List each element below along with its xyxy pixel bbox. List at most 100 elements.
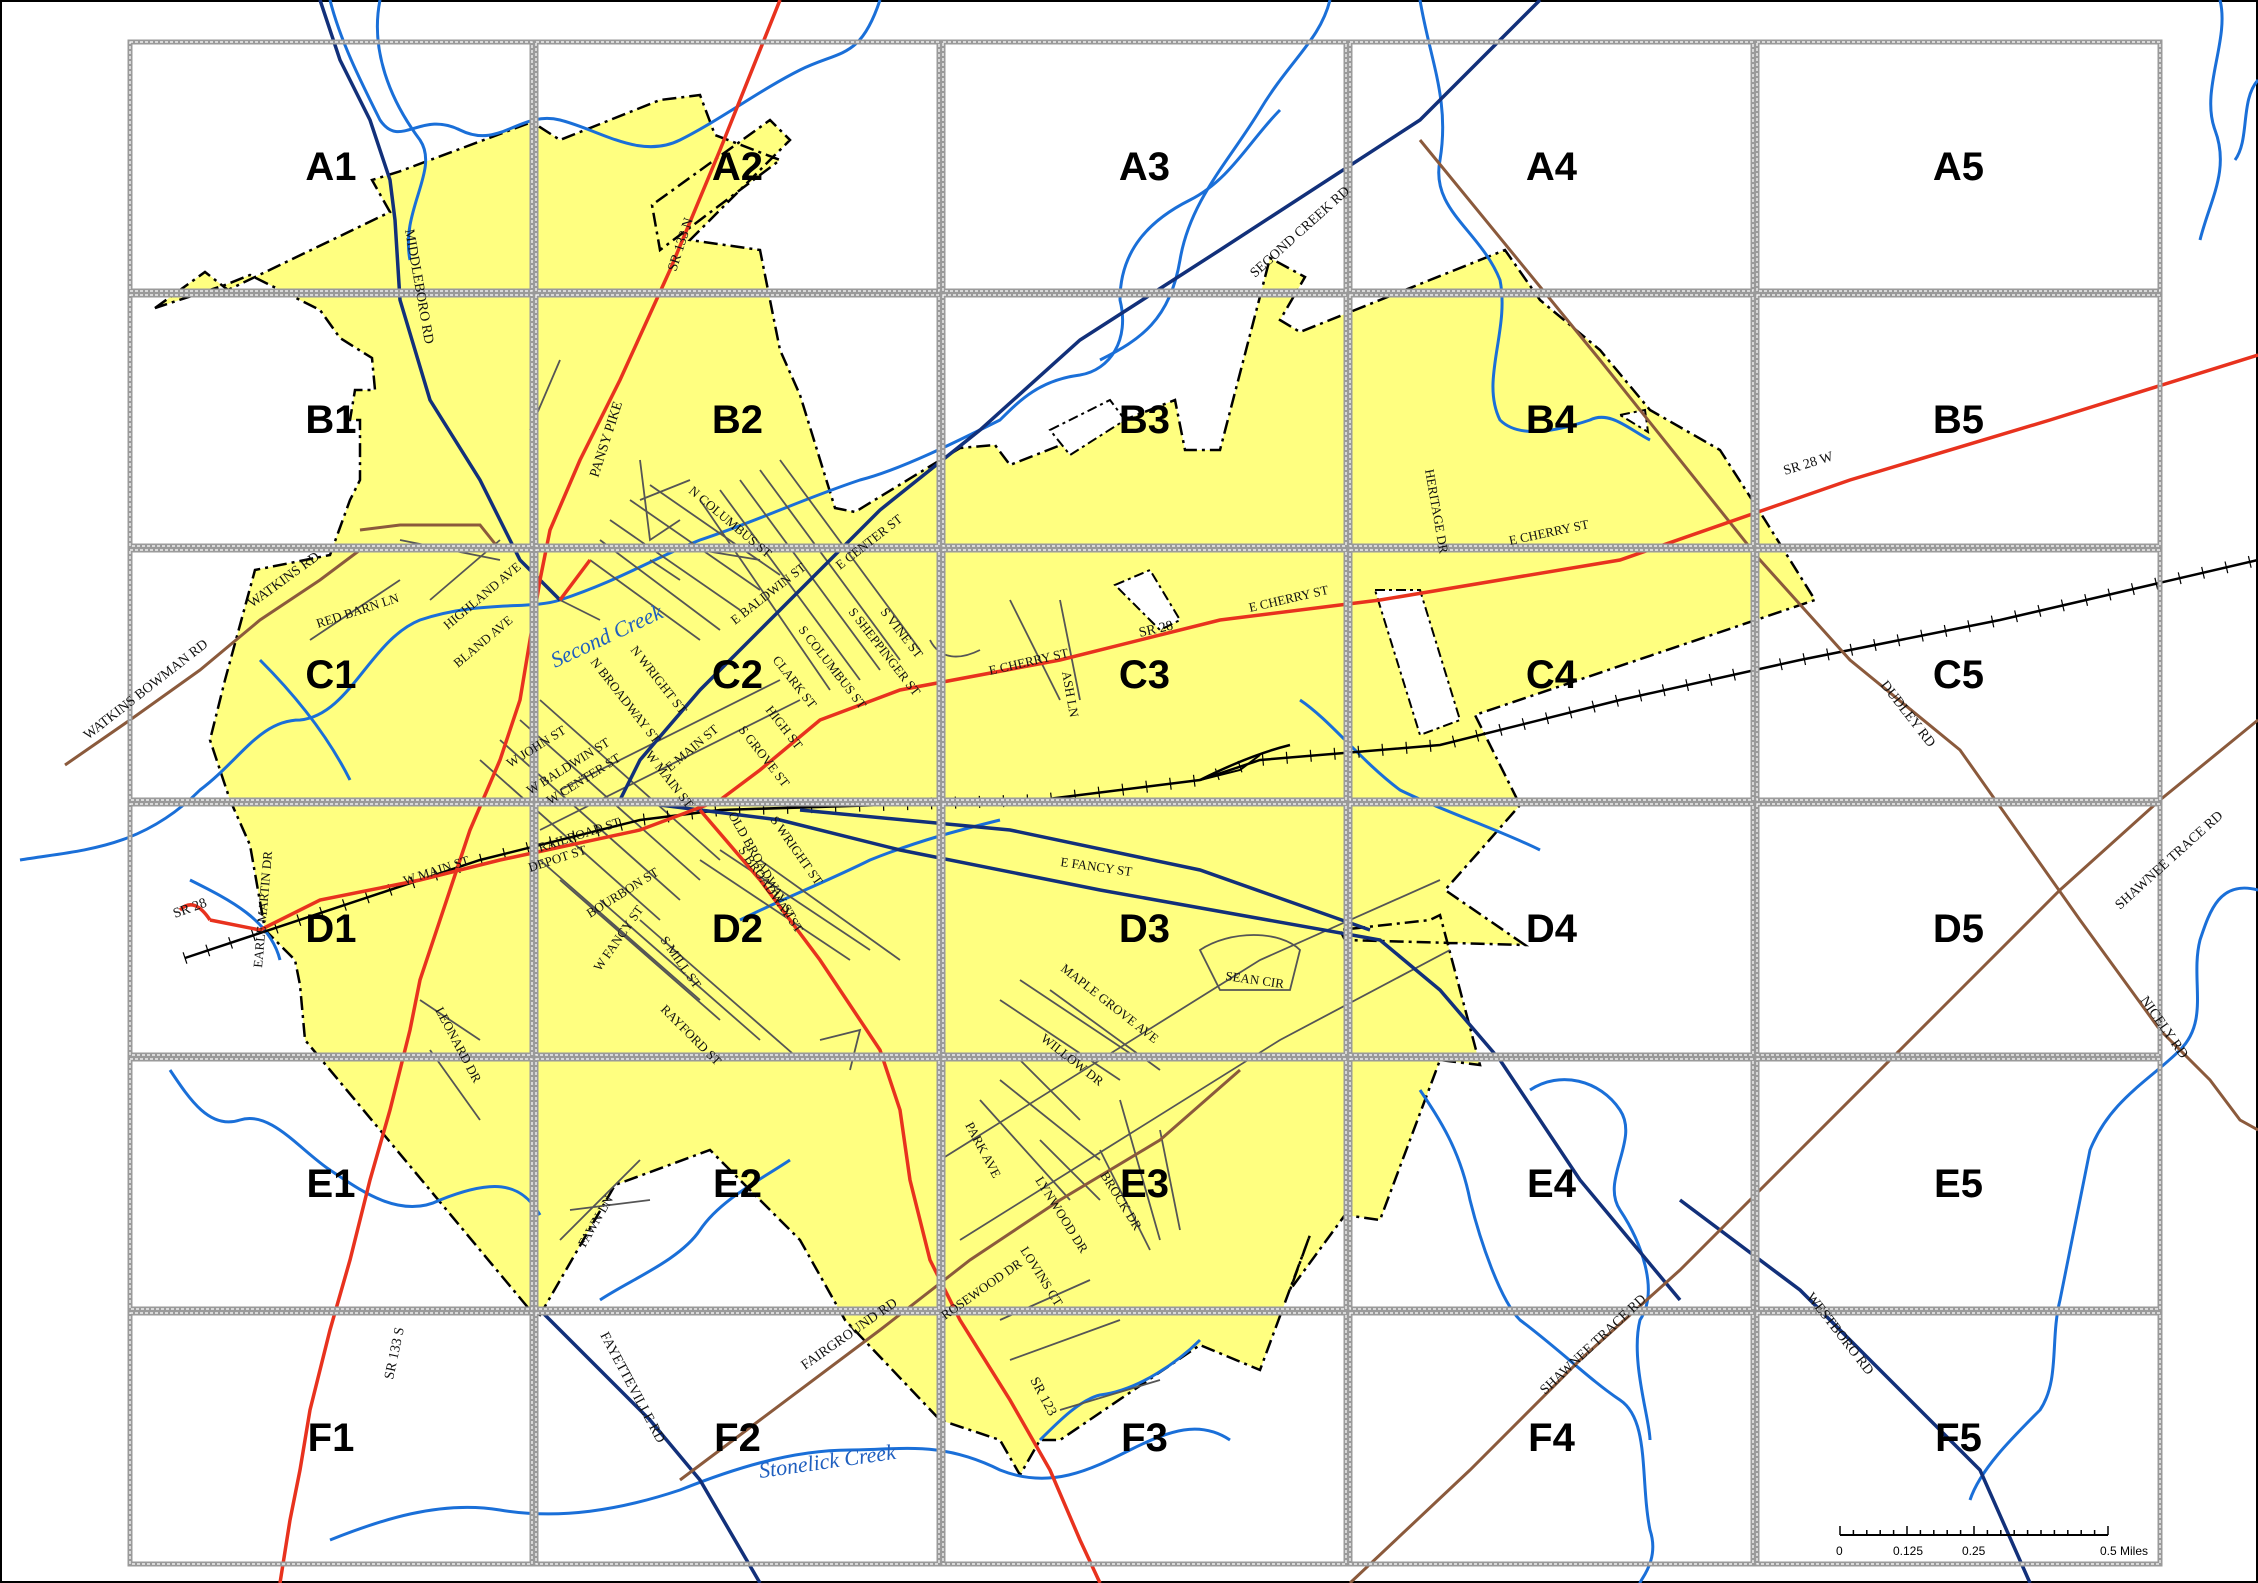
railroad-tie (1451, 735, 1456, 748)
railroad-tie (1873, 639, 1877, 652)
railroad-tie (2037, 604, 2042, 617)
route-sr28[interactable] (209, 353, 2258, 932)
railroad-tie (2224, 561, 2229, 574)
grid-cell-dash (129, 1312, 533, 1565)
railroad-tie (1405, 741, 1408, 754)
cutout-2 (1113, 568, 1182, 632)
railroad-tie (1802, 653, 1807, 666)
grid-label-a5: A5 (1933, 145, 1984, 189)
railroad-tie (2107, 588, 2112, 601)
railroad-tie (1285, 751, 1288, 764)
railroad-tie (1544, 712, 1550, 725)
scale-label-0125: 0.125 (1893, 1544, 1923, 1558)
route-sr28-loop[interactable] (178, 903, 212, 921)
railroad-tie (2084, 593, 2089, 606)
highway-middleboro (318, 0, 562, 602)
grid-cell-dash (535, 294, 940, 547)
grid-cell-dash (942, 1058, 1347, 1310)
railroad-tie (205, 944, 211, 957)
grid-label-a2: A2 (712, 145, 763, 189)
railroad-tie (319, 906, 325, 919)
railroad-tie (2201, 566, 2205, 579)
creek-line-5 (1418, 0, 1651, 442)
grid-cell-dash (535, 1058, 940, 1310)
grid-cell-dash (1756, 41, 2161, 292)
creek-line-10 (1529, 1078, 1652, 1441)
railroad-tie (2247, 555, 2252, 568)
railroad (182, 555, 2258, 964)
grid-label-e4: E4 (1527, 1162, 1577, 1206)
railroad-tie (1849, 643, 1854, 656)
road-watkins-2 (359, 523, 502, 551)
grid-cell-dash (1756, 1058, 2161, 1310)
railroad-tie (2130, 583, 2135, 596)
grid-label-f4: F4 (1528, 1416, 1575, 1460)
railroad-tie (1097, 786, 1101, 799)
creek-line-12 (329, 1427, 1231, 1542)
grid-cell-dash (1756, 1312, 2161, 1565)
railroad-tie (1990, 615, 1995, 628)
grid-cell-dash (1349, 1058, 1754, 1310)
grid-cell-dash (1349, 41, 1754, 292)
route-sr123[interactable] (698, 808, 1102, 1583)
scale-label-025: 0.25 (1962, 1544, 1986, 1558)
railroad-tie (1920, 629, 1924, 642)
highway-fayetteville (538, 1308, 762, 1583)
road-fairground (679, 1068, 1241, 1482)
creek-line-14 (189, 658, 352, 961)
scale-label-0: 0 (1836, 1544, 1843, 1558)
grid-cell-dash (942, 294, 1347, 547)
grid-label-c2: C2 (712, 653, 763, 697)
grid-label-c5: C5 (1933, 653, 1984, 697)
railroad-tie (618, 818, 623, 831)
scale-ticks (1839, 1526, 2109, 1535)
grid-label-a3: A3 (1119, 145, 1170, 189)
grid-label-c1: C1 (305, 653, 356, 697)
railroad-tie (1145, 780, 1148, 793)
grid-label-b5: B5 (1933, 398, 1984, 442)
railroad-tie (2014, 610, 2018, 623)
grid-label-e1: E1 (307, 1162, 356, 1206)
railroad-tie (341, 899, 347, 911)
grid-cell-dash (129, 294, 533, 547)
county-roads (64, 139, 2258, 1583)
railroad-tie (1521, 718, 1526, 731)
railroad-tie (1357, 745, 1360, 758)
railroad-tie (182, 952, 188, 964)
grid-label-f2: F2 (714, 1416, 761, 1460)
railroad-tie (250, 929, 256, 942)
grid-label-d1: D1 (305, 907, 356, 951)
railroad-tie (1169, 777, 1172, 790)
grid-label-b1: B1 (305, 398, 356, 442)
railroad-tie (1261, 753, 1265, 766)
grid-label-f1: F1 (308, 1416, 355, 1460)
route-sr133[interactable] (278, 0, 782, 1583)
grid-cell-dash (1349, 803, 1754, 1056)
creek-line-2 (328, 0, 882, 149)
railroad-tie (642, 813, 646, 826)
railroad-tie (1333, 747, 1336, 760)
grid-label-e5: E5 (1934, 1162, 1983, 1206)
grid-cell-dash (1349, 1312, 1754, 1565)
railroad-tie (296, 914, 302, 927)
grid-cell-dash (942, 549, 1347, 801)
creek-line-13 (1038, 1338, 1202, 1442)
grid-cell-dash (535, 803, 940, 1056)
grid-cell-dash (1349, 549, 1754, 801)
route-sr133-n[interactable] (558, 558, 592, 602)
cutout-1 (1048, 398, 1127, 457)
railroad-tie (2060, 599, 2065, 612)
grid-cell-dash (129, 41, 533, 292)
grid-label-c3: C3 (1119, 653, 1170, 697)
grid-cell-dash (1756, 294, 2161, 547)
railroad-tie (2177, 572, 2182, 585)
grid-cell-dash (129, 1058, 533, 1310)
grid-cell-dash (942, 41, 1347, 292)
road-watkins (64, 548, 361, 767)
road-shawnee-trace (1348, 718, 2258, 1583)
grid-label-c4: C4 (1526, 653, 1578, 697)
railroad-tie (1732, 668, 1736, 681)
waterways (19, 0, 2258, 1583)
railroad-tie (1614, 694, 1619, 707)
creek-line-11 (168, 1069, 542, 1216)
